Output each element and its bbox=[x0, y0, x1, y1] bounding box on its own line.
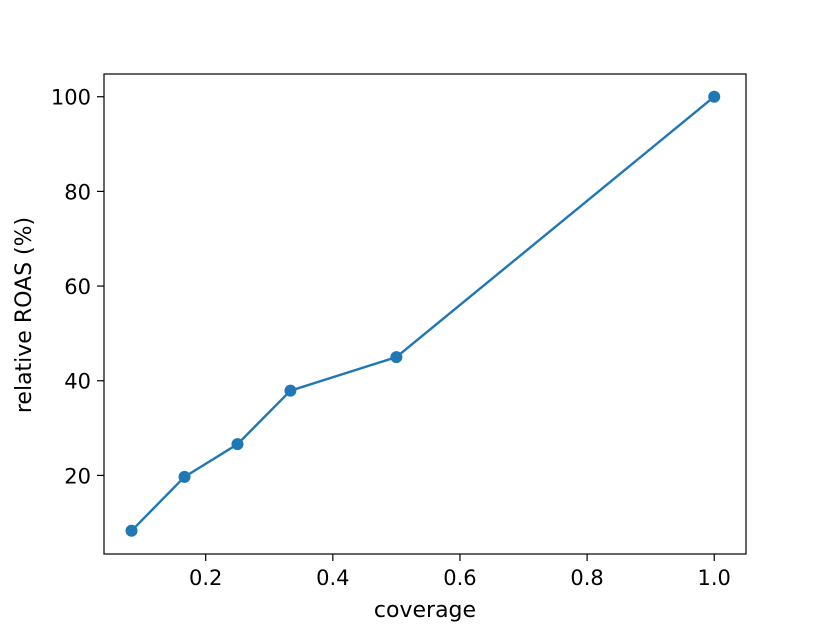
plot-area bbox=[103, 73, 747, 555]
x-tick-label: 0.6 bbox=[443, 566, 476, 590]
x-tick-label: 0.4 bbox=[316, 566, 349, 590]
x-axis-label: coverage bbox=[374, 598, 476, 623]
data-point bbox=[178, 470, 191, 483]
data-point bbox=[231, 438, 244, 451]
y-axis-ticks: 20 40 60 80 100 bbox=[51, 86, 104, 488]
y-axis-label: relative ROAS (%) bbox=[12, 217, 37, 413]
x-tick-label: 0.8 bbox=[570, 566, 603, 590]
y-tick-label: 20 bbox=[64, 464, 91, 488]
x-axis-ticks: 0.2 0.4 0.6 0.8 1.0 bbox=[189, 554, 731, 590]
data-point bbox=[284, 384, 297, 397]
x-tick-label: 0.2 bbox=[189, 566, 222, 590]
data-point bbox=[125, 524, 138, 537]
data-point bbox=[390, 351, 403, 364]
y-tick-label: 60 bbox=[64, 275, 91, 299]
y-tick-label: 100 bbox=[51, 86, 91, 110]
x-tick-label: 1.0 bbox=[698, 566, 731, 590]
axes-frame bbox=[103, 73, 747, 555]
y-tick-label: 80 bbox=[64, 180, 91, 204]
series-line bbox=[130, 95, 716, 532]
y-tick-label: 40 bbox=[64, 370, 91, 394]
data-point bbox=[708, 90, 721, 103]
